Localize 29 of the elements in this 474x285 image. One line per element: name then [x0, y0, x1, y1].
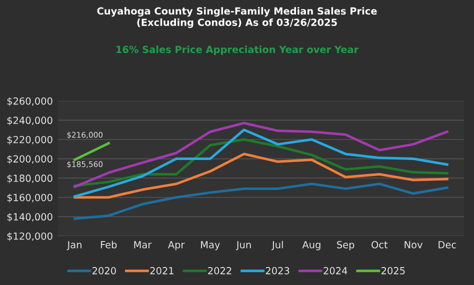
x-tick-label: Jul: [271, 240, 283, 250]
y-tick-label: $160,000: [7, 194, 52, 203]
legend-label: 2024: [324, 267, 348, 274]
y-tick-label: $260,000: [7, 97, 52, 106]
x-tick-label: Dec: [438, 241, 456, 248]
chart-title: Cuyahoga County Single-Family Median Sales Price (Excluding Condos) As of 03/26/2025: [97, 7, 377, 28]
x-tick-label: Jan: [66, 241, 82, 250]
y-tick-label: $240,000: [7, 116, 52, 126]
x-tick-label: Sep: [337, 241, 354, 250]
legend-label: 2023: [266, 267, 290, 274]
line-series: [74, 182, 448, 220]
legend-label: 2021: [150, 267, 174, 274]
x-tick-label: May: [201, 241, 220, 250]
x-tick-label: Feb: [100, 240, 117, 248]
x-tick-label: Nov: [404, 241, 422, 248]
x-tick-label: Jun: [236, 241, 251, 250]
y-tick-label: $120,000: [7, 232, 52, 242]
x-tick-label: Mar: [134, 241, 152, 248]
y-tick-label: $140,000: [7, 212, 52, 222]
x-tick-label: Oct: [372, 241, 388, 248]
y-tick-label: $200,000: [7, 155, 52, 164]
legend-label: 2025: [382, 267, 405, 274]
chart-subtitle: 16% Sales Price Appreciation Year over Year: [116, 46, 359, 56]
y-tick-label: $220,000: [7, 136, 52, 145]
x-tick-label: Apr: [168, 241, 185, 250]
legend-label: 2022: [208, 267, 232, 274]
x-tick-label: Aug: [302, 241, 320, 250]
y-tick-label: $180,000: [7, 174, 52, 184]
legend-label: 2020: [92, 267, 116, 274]
